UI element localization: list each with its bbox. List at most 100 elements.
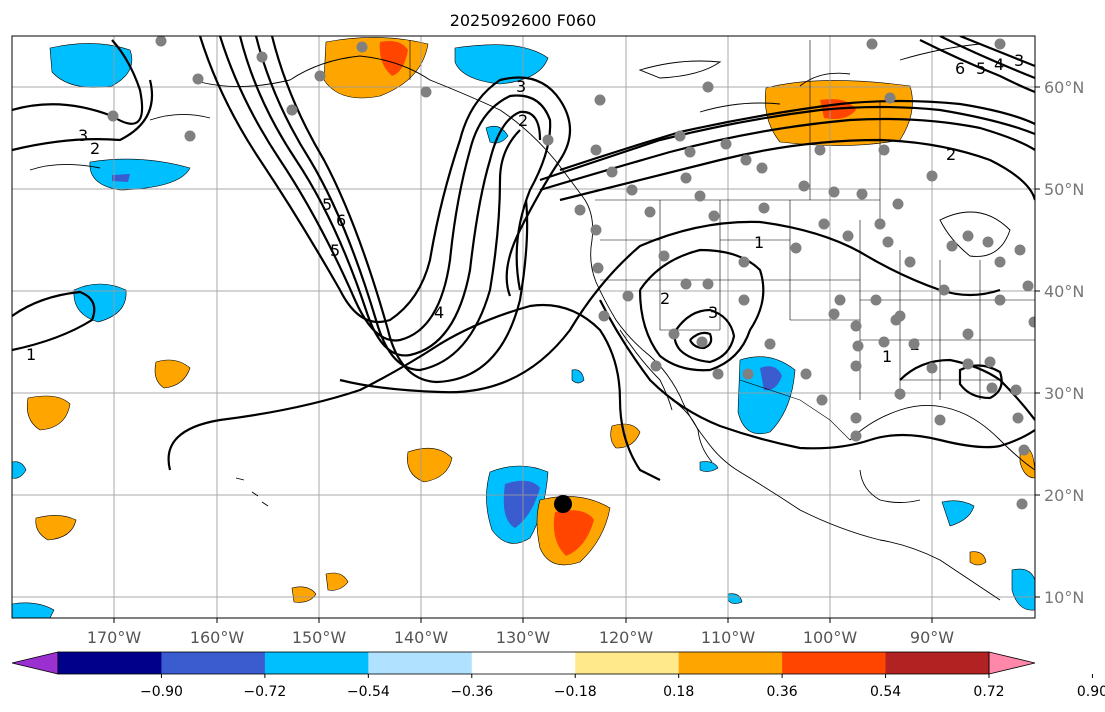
- station-dot: [986, 382, 998, 394]
- lon-label: 120°W: [599, 628, 654, 647]
- colorbar-segment: [161, 652, 266, 674]
- colorbar-max-arrow: [988, 651, 1036, 675]
- contour-label: 4: [434, 303, 444, 322]
- axis-ticks: [113, 86, 1040, 623]
- colorbar-tick-label: −0.18: [554, 684, 597, 700]
- station-dot: [542, 134, 554, 146]
- colorbar-segment: [885, 652, 990, 674]
- station-dot: [800, 368, 812, 380]
- station-dot: [764, 338, 776, 350]
- colorbar-segment: [782, 652, 887, 674]
- station-dot: [816, 394, 828, 406]
- colorbar-tick-label: 0.90: [1077, 684, 1105, 700]
- station-dot: [1028, 316, 1035, 328]
- station-dot: [658, 250, 670, 262]
- contour-label: 5: [330, 241, 340, 260]
- colorbar-tick-label: 0.72: [973, 684, 1004, 700]
- station-dot: [606, 166, 618, 178]
- station-dot: [680, 172, 692, 184]
- contour-label: 2: [90, 139, 100, 158]
- station-dot: [790, 242, 802, 254]
- station-dot: [884, 92, 896, 104]
- station-dot: [674, 130, 686, 142]
- station-dot: [984, 356, 996, 368]
- station-dot: [842, 230, 854, 242]
- station-dot: [420, 86, 432, 98]
- station-dot: [1018, 444, 1030, 456]
- contour-label: 3: [708, 303, 718, 322]
- station-dot: [874, 218, 886, 230]
- station-dot: [356, 41, 368, 53]
- longitude-labels: 170°W 160°W 150°W 140°W 130°W 120°W 110°…: [87, 628, 954, 647]
- contour-label: 5: [322, 195, 332, 214]
- contour-label: 3: [516, 77, 526, 96]
- station-dot: [850, 360, 862, 372]
- colorbar-tick-label: 0.36: [767, 684, 798, 700]
- coastlines: [29, 43, 1035, 601]
- map-panel: 3 2 1 5 6 5 4 3 2 1 3 2 2 1 2 5 4 3 6: [12, 36, 1035, 618]
- latitude-labels: 60°N 50°N 40°N 30°N 20°N 10°N: [1044, 78, 1084, 607]
- station-dot: [702, 81, 714, 93]
- station-markers: [107, 36, 1035, 510]
- contour-label: 4: [994, 55, 1004, 74]
- station-dot: [814, 144, 826, 156]
- colorbar: [11, 651, 1036, 675]
- lon-label: 110°W: [701, 628, 756, 647]
- station-dot: [828, 186, 840, 198]
- contour-label: 6: [955, 59, 965, 78]
- station-dot: [934, 414, 946, 426]
- station-dot: [938, 284, 950, 296]
- storm-center-marker: [554, 495, 572, 513]
- station-dot: [738, 256, 750, 268]
- station-dot: [712, 368, 724, 380]
- station-dot: [892, 198, 904, 210]
- colorbar-tick-label: −0.36: [450, 684, 493, 700]
- lat-label: 60°N: [1044, 78, 1084, 97]
- station-dot: [738, 294, 750, 306]
- colorbar-tick-label: 0.18: [663, 684, 694, 700]
- lat-label: 50°N: [1044, 180, 1084, 199]
- colorbar-tick-labels: −0.90 −0.72 −0.54 −0.36 −0.18 0.18 0.36 0.54 0.7…: [140, 674, 1105, 700]
- station-dot: [668, 328, 680, 340]
- station-dot: [866, 38, 878, 50]
- station-dot: [626, 184, 638, 196]
- colorbar-tick-label: −0.72: [243, 684, 286, 700]
- station-dot: [644, 206, 656, 218]
- station-dot: [1022, 280, 1034, 292]
- lon-label: 160°W: [190, 628, 245, 647]
- station-dot: [856, 188, 868, 200]
- station-dot: [878, 336, 890, 348]
- station-dot: [834, 294, 846, 306]
- negative-anomaly-areas: [12, 43, 1035, 618]
- station-dot: [828, 308, 840, 320]
- lon-label: 140°W: [394, 628, 449, 647]
- station-dot: [598, 310, 610, 322]
- station-dot: [192, 73, 204, 85]
- station-dot: [962, 230, 974, 242]
- station-dot: [314, 70, 326, 82]
- station-dot: [256, 51, 268, 63]
- contour-label: 1: [26, 345, 36, 364]
- colorbar-tick-label: −0.90: [140, 684, 183, 700]
- station-dot: [882, 236, 894, 248]
- lon-label: 170°W: [87, 628, 142, 647]
- station-dot: [870, 294, 882, 306]
- station-dot: [852, 340, 864, 352]
- station-dot: [742, 368, 754, 380]
- station-dot: [708, 210, 720, 222]
- colorbar-segment: [368, 652, 473, 674]
- station-dot: [994, 256, 1006, 268]
- station-dot: [962, 328, 974, 340]
- station-dot: [574, 204, 586, 216]
- station-dot: [107, 110, 119, 122]
- lon-label: 100°W: [803, 628, 858, 647]
- station-dot: [590, 144, 602, 156]
- colorbar-segment: [58, 652, 162, 674]
- station-dot: [680, 278, 692, 290]
- station-dot: [994, 38, 1006, 50]
- station-dot: [850, 412, 862, 424]
- station-dot: [702, 278, 714, 290]
- station-dot: [798, 180, 810, 192]
- colorbar-segment: [575, 652, 680, 674]
- station-dot: [286, 104, 298, 116]
